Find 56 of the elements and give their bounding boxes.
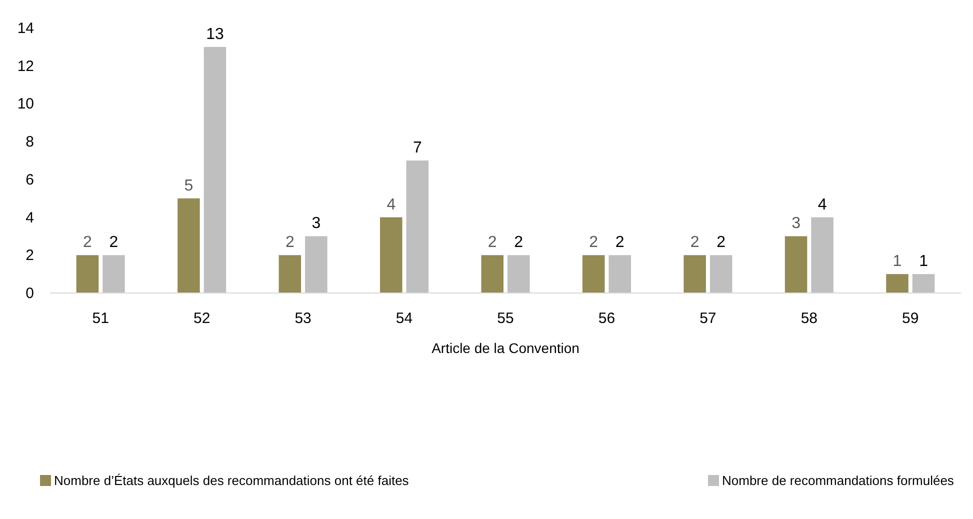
data-label: 3 [312, 215, 321, 232]
bar [710, 255, 732, 293]
y-tick-label: 6 [26, 171, 34, 188]
y-tick-label: 12 [17, 58, 34, 75]
bar [76, 255, 99, 293]
bar [784, 236, 808, 293]
y-tick-label: 4 [26, 209, 34, 226]
legend-label: Nombre de recommandations formulées [722, 473, 954, 488]
bar [684, 255, 706, 293]
bar [481, 255, 504, 293]
bar [406, 160, 429, 293]
data-label: 2 [514, 234, 524, 252]
x-tick-label: 59 [902, 310, 919, 327]
data-label: 2 [488, 234, 497, 252]
bar [811, 217, 834, 293]
bar [305, 236, 328, 293]
legend-label: Nombre d’États auxquels des recommandations ont été faites [54, 473, 410, 488]
x-tick-label: 55 [497, 310, 514, 327]
data-label: 2 [716, 234, 726, 252]
data-label: 5 [184, 177, 194, 194]
bar [608, 255, 631, 293]
bar [204, 46, 226, 293]
y-tick-label: 2 [26, 247, 34, 264]
x-tick-label: 54 [396, 310, 413, 327]
data-label: 4 [386, 196, 396, 214]
x-tick-label: 51 [92, 310, 109, 327]
x-axis-title: Article de la Convention [432, 340, 580, 356]
data-label: 1 [919, 253, 928, 270]
bar [886, 274, 908, 293]
y-tick-label: 0 [26, 285, 34, 302]
data-label: 2 [83, 234, 92, 252]
data-label: 2 [589, 234, 598, 252]
y-tick-label: 14 [17, 20, 34, 37]
data-label: 2 [615, 234, 624, 252]
data-label: 4 [818, 196, 827, 214]
x-tick-label: 53 [294, 310, 312, 327]
data-label: 13 [206, 26, 224, 43]
data-label: 2 [285, 234, 294, 252]
x-tick-label: 57 [700, 310, 716, 327]
bar [102, 255, 125, 293]
x-tick-label: 56 [598, 310, 616, 327]
data-label: 7 [412, 140, 422, 156]
bar [508, 255, 530, 293]
data-label: 3 [792, 215, 801, 232]
bar [278, 255, 302, 293]
bar [912, 274, 935, 293]
y-tick-label: 10 [17, 96, 34, 113]
bar [380, 217, 402, 293]
x-tick-label: 58 [800, 310, 818, 327]
data-label: 1 [892, 253, 902, 270]
bar [178, 198, 200, 293]
y-tick-label: 8 [26, 134, 34, 151]
bar [582, 255, 605, 293]
data-label: 2 [109, 234, 118, 252]
x-tick-label: 52 [193, 310, 210, 327]
data-label: 2 [690, 234, 700, 252]
